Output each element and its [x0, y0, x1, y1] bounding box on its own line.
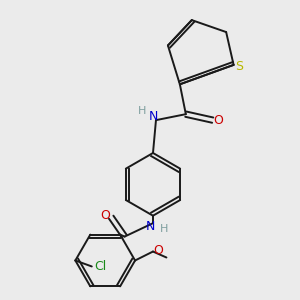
Text: O: O [153, 244, 163, 256]
Text: Cl: Cl [94, 260, 106, 273]
Text: S: S [235, 60, 243, 73]
Text: O: O [100, 209, 110, 222]
Text: N: N [145, 220, 155, 232]
Text: H: H [160, 224, 169, 234]
Text: O: O [214, 114, 224, 127]
Text: N: N [148, 110, 158, 123]
Text: H: H [138, 106, 147, 116]
